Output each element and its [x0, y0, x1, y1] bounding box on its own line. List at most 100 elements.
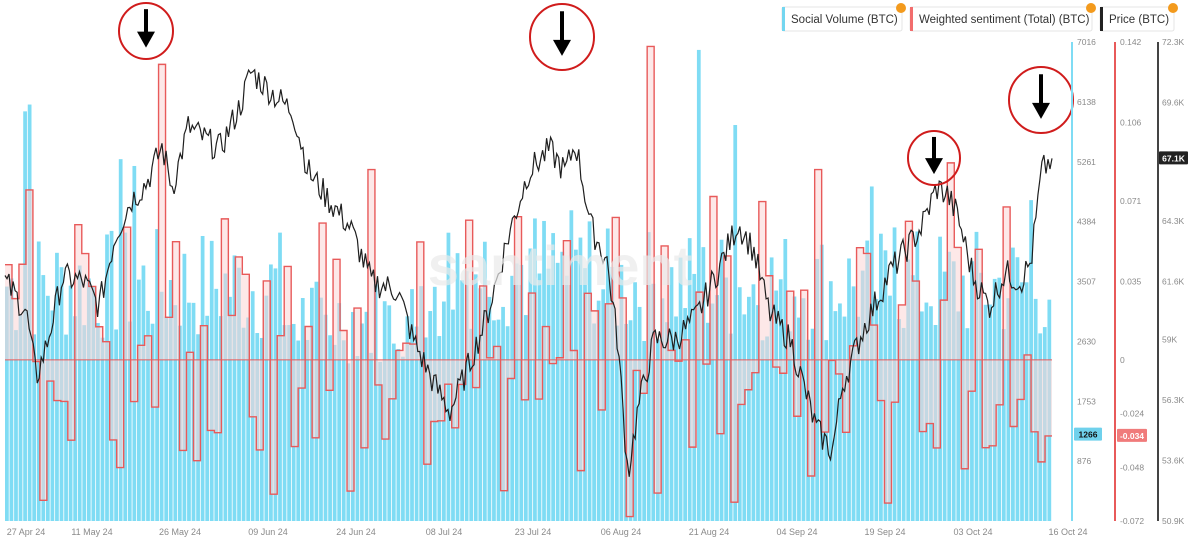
- volume-bar: [200, 235, 205, 522]
- volume-bar: [50, 310, 55, 521]
- volume-bar: [637, 306, 642, 521]
- sentiment-current-badge-text: -0.034: [1120, 431, 1144, 441]
- x-tick-label: 27 Apr 24: [7, 527, 46, 537]
- volume-bar: [874, 299, 879, 521]
- volume-bar: [828, 281, 833, 521]
- highlight-circle: [529, 3, 595, 71]
- watermark-layer: santiment: [428, 234, 693, 297]
- volume-bar: [168, 280, 173, 521]
- volume-bar: [123, 232, 128, 521]
- volume-current-badge-bg: [1074, 427, 1102, 441]
- volume-bar: [801, 298, 806, 521]
- volume-bar: [724, 277, 728, 521]
- legend-color-swatch: [1100, 7, 1103, 31]
- volume-bar: [774, 290, 779, 521]
- volume-bar: [9, 278, 14, 521]
- volume-bar: [323, 314, 328, 521]
- volume-bar: [569, 210, 574, 522]
- volume-bar: [797, 317, 801, 521]
- arrow-head-icon: [553, 39, 571, 56]
- volume-bar: [742, 314, 747, 521]
- price-tick-label: 61.6K: [1162, 277, 1185, 287]
- legend-item[interactable]: Price (BTC): [1099, 3, 1178, 32]
- volume-bar: [838, 303, 842, 521]
- volume-bar: [369, 352, 373, 521]
- volume-bar: [373, 284, 378, 521]
- volume-bar: [587, 221, 592, 521]
- price-tick-label: 56.3K: [1162, 395, 1185, 405]
- volume-bar: [18, 315, 23, 521]
- sentiment-tick-label: 0: [1120, 355, 1125, 365]
- volume-bar: [405, 316, 410, 521]
- volume-bar: [391, 343, 396, 521]
- volume-bar: [865, 240, 870, 521]
- volume-bar: [36, 241, 41, 522]
- volume-bar: [378, 361, 383, 521]
- volume-bar: [32, 334, 37, 521]
- volume-bar: [414, 326, 419, 521]
- sentiment-tick-label: -0.072: [1120, 516, 1144, 526]
- volume-bar: [77, 265, 82, 521]
- volume-bar: [482, 241, 487, 522]
- volume-bar: [542, 220, 546, 521]
- volume-bar: [696, 49, 701, 522]
- annotation-marker: [118, 2, 174, 60]
- volume-tick-label: 876: [1077, 456, 1091, 466]
- volume-bar: [146, 310, 150, 521]
- volume-tick-label: 5261: [1077, 157, 1096, 167]
- volume-bar: [118, 159, 123, 521]
- volume-bar: [951, 261, 956, 521]
- bitcoin-icon: [896, 3, 906, 13]
- volume-bar: [947, 251, 952, 521]
- price-tick-label: 53.6K: [1162, 456, 1185, 466]
- volume-bar: [237, 267, 241, 521]
- annotation-marker: [907, 130, 961, 186]
- volume-bar: [778, 279, 783, 521]
- volume-bar: [45, 295, 50, 521]
- volume-bar: [901, 327, 906, 521]
- volume-bar: [105, 234, 109, 522]
- sentiment-line: [5, 45, 1052, 518]
- x-axis: 27 Apr 24 11 May 24 26 May 24 09 Jun 24 24 J…: [7, 527, 1088, 537]
- volume-bar: [478, 288, 483, 521]
- volume-bar: [164, 316, 169, 521]
- arrow-head-icon: [1032, 102, 1050, 119]
- price-tick-label: 59K: [1162, 335, 1177, 345]
- volume-bar: [706, 322, 710, 521]
- volume-bar: [232, 255, 237, 521]
- volume-bar: [187, 302, 191, 521]
- price-current-badge-bg: [1159, 151, 1188, 165]
- legend[interactable]: Social Volume (BTC) Weighted sentiment (T…: [781, 3, 1178, 32]
- volume-bar: [979, 272, 983, 521]
- volume-bar: [669, 267, 674, 521]
- x-tick-label: 24 Jun 24: [336, 527, 376, 537]
- legend-item[interactable]: Social Volume (BTC): [781, 3, 906, 32]
- annotation-marker: [1008, 66, 1074, 134]
- sentiment-tick-label: -0.024: [1120, 409, 1144, 419]
- volume-bar: [747, 296, 751, 521]
- volume-bar: [496, 319, 501, 521]
- price-tick-label: 72.3K: [1162, 37, 1185, 47]
- x-tick-label: 19 Sep 24: [864, 527, 905, 537]
- volume-tick-label: 1753: [1077, 396, 1096, 406]
- volume-bar: [91, 286, 96, 521]
- volume-bar: [341, 340, 346, 521]
- volume-bar: [514, 263, 519, 521]
- volume-bar: [96, 323, 100, 521]
- legend-item[interactable]: Weighted sentiment (Total) (BTC): [909, 3, 1096, 32]
- volume-bar: [132, 165, 137, 522]
- price-tick-label: 69.6K: [1162, 97, 1185, 107]
- x-tick-label: 26 May 24: [159, 527, 201, 537]
- price-current-badge: 67.1K: [1159, 151, 1188, 165]
- sentiment-line-layer: [5, 45, 1052, 518]
- volume-bar: [137, 279, 141, 521]
- x-tick-label: 09 Jun 24: [248, 527, 288, 537]
- volume-bar: [5, 286, 9, 521]
- volume-bar: [733, 125, 738, 522]
- volume-bar: [906, 259, 911, 521]
- volume-bar: [660, 298, 665, 521]
- santiment-watermark: santiment: [428, 234, 693, 297]
- volume-bar: [751, 284, 756, 521]
- volume-bar: [619, 264, 624, 521]
